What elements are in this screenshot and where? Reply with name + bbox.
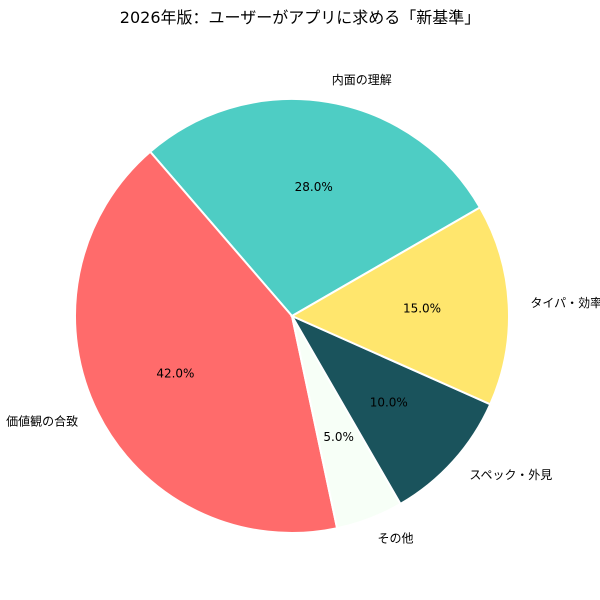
pie-slice <box>148 98 482 318</box>
slice-category-label: スペック・外見 <box>469 468 552 482</box>
slice-category-label: その他 <box>378 531 414 545</box>
chart-title: 2026年版：ユーザーがアプリに求める「新基準」 <box>119 8 481 27</box>
slice-percent-label: 15.0% <box>403 302 441 316</box>
pie-slice <box>289 313 492 506</box>
slice-percent-label: 10.0% <box>370 396 408 410</box>
slice-category-label: タイパ・効率 <box>530 295 600 310</box>
slice-percent-label: 5.0% <box>323 430 354 444</box>
slice-percent-label: 42.0% <box>156 366 194 380</box>
pie-slice <box>289 206 510 406</box>
slice-percent-label: 28.0% <box>295 180 333 194</box>
pie-slice <box>74 150 339 534</box>
slice-category-label: 価値観の合致 <box>6 414 78 429</box>
slice-category-label: 内面の理解 <box>332 73 392 87</box>
